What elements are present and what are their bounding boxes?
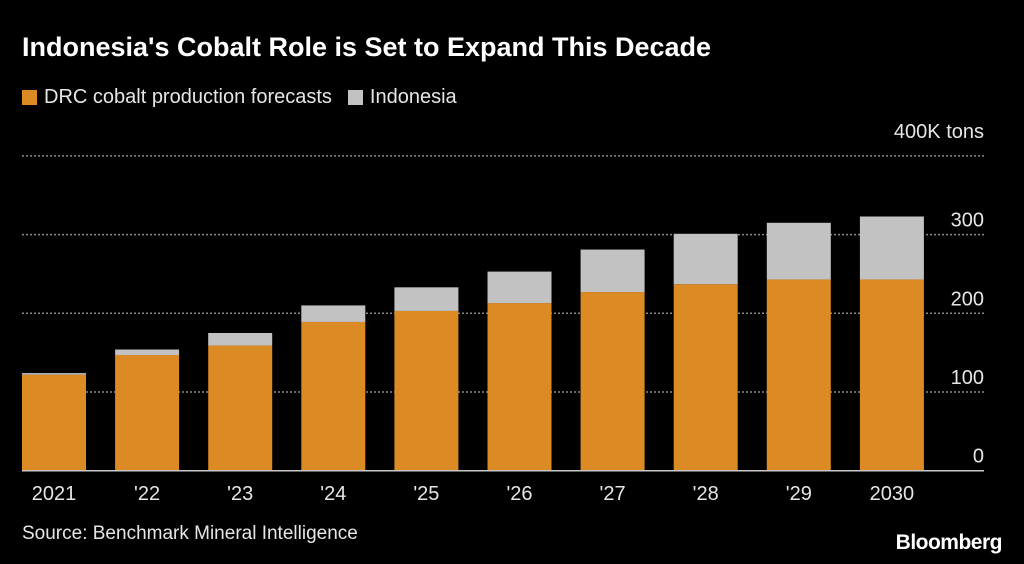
bar-drc <box>859 279 924 471</box>
source-note: Source: Benchmark Mineral Intelligence <box>22 523 358 544</box>
x-tick-label: '29 <box>786 483 812 505</box>
bar-drc <box>766 279 831 471</box>
legend-label-drc: DRC cobalt production forecasts <box>44 86 332 108</box>
y-tick-label: 300 <box>951 210 984 232</box>
bloomberg-logo: Bloomberg <box>895 531 1003 554</box>
chart-title: Indonesia's Cobalt Role is Set to Expand… <box>22 32 712 62</box>
bar-indonesia <box>859 216 924 280</box>
bar-indonesia <box>673 233 738 285</box>
legend: DRC cobalt production forecasts Indonesi… <box>22 86 473 109</box>
legend-swatch-drc <box>22 90 37 105</box>
bar-indonesia <box>301 305 366 322</box>
bar-indonesia <box>580 249 645 293</box>
bar-drc <box>487 303 552 471</box>
x-tick-label: '23 <box>227 483 253 505</box>
bar-indonesia <box>394 287 459 311</box>
x-tick-label: '22 <box>134 483 160 505</box>
bar-drc <box>208 345 273 471</box>
bar-indonesia <box>766 222 831 280</box>
y-tick-label: 200 <box>951 288 984 310</box>
bar-drc <box>673 284 738 471</box>
bar-drc <box>115 355 180 471</box>
y-tick-label: 100 <box>951 367 984 389</box>
bar-indonesia <box>208 332 273 346</box>
x-tick-label: '25 <box>413 483 439 505</box>
x-tick-label: '26 <box>506 483 532 505</box>
bar-indonesia <box>22 373 86 375</box>
bar-drc <box>580 292 645 471</box>
legend-swatch-indonesia <box>347 90 363 105</box>
x-tick-label: '27 <box>600 483 626 505</box>
y-tick-label: 0 <box>973 446 984 468</box>
y-unit-label: 400K tons <box>893 121 984 143</box>
bar-drc <box>301 321 366 471</box>
x-tick-label: '28 <box>693 483 719 505</box>
legend-label-indonesia: Indonesia <box>369 86 457 108</box>
bar-drc <box>22 374 86 471</box>
x-tick-label: '24 <box>320 483 346 505</box>
x-tick-label: 2021 <box>32 483 77 505</box>
bar-drc <box>394 310 459 471</box>
bar-indonesia <box>487 271 552 304</box>
bar-indonesia <box>115 349 180 356</box>
x-tick-label: 2030 <box>870 483 915 505</box>
